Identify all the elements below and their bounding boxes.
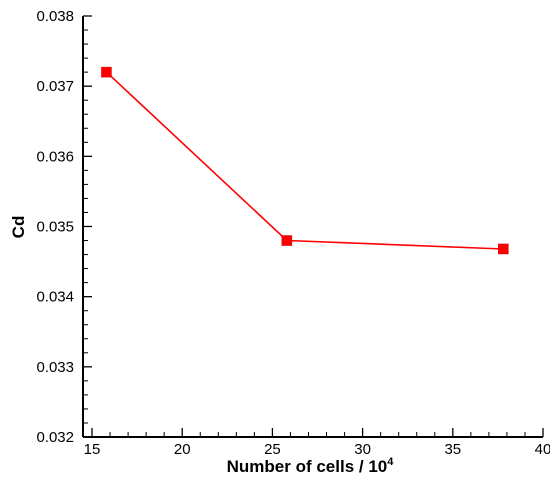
x-axis-ticks: 15 20 25 30 35 40 (84, 428, 550, 458)
y-tick-label: 0.037 (36, 78, 74, 95)
y-axis-ticks: 0.032 0.033 0.034 0.035 0.036 0.037 0.038 (36, 8, 92, 446)
y-tick-label: 0.033 (36, 359, 74, 376)
series-layer (101, 66, 509, 255)
x-tick-label: 20 (174, 441, 191, 458)
x-tick-label: 40 (535, 441, 550, 458)
y-tick-label: 0.035 (36, 219, 74, 236)
y-axis-title: Cd (9, 216, 28, 239)
axes (82, 16, 543, 438)
data-point-marker (101, 66, 112, 78)
x-axis-title: Number of cells / 104 (227, 456, 395, 476)
y-tick-label: 0.032 (36, 429, 74, 446)
x-tick-label: 35 (444, 441, 461, 458)
y-tick-label: 0.034 (36, 289, 74, 306)
x-axis-title-superscript: 4 (387, 456, 394, 468)
y-tick-label: 0.038 (36, 8, 74, 25)
x-tick-label: 30 (354, 441, 371, 458)
x-tick-label: 25 (264, 441, 281, 458)
y-tick-label: 0.036 (36, 148, 74, 165)
data-point-marker (498, 243, 509, 255)
series-line (105, 71, 504, 250)
data-point-marker (281, 235, 293, 246)
x-tick-label: 15 (84, 441, 101, 458)
